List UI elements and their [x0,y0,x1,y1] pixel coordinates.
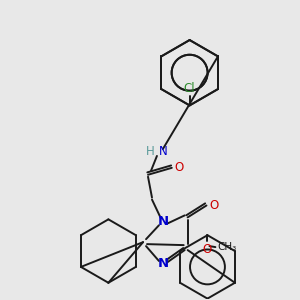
Text: N: N [157,215,168,228]
Text: O: O [209,199,219,212]
Text: CH₃: CH₃ [218,242,237,252]
Text: N: N [159,146,168,158]
Text: H: H [146,146,155,158]
Text: O: O [203,243,212,256]
Text: O: O [175,161,184,174]
Text: Cl: Cl [184,82,195,94]
Text: N: N [157,257,168,270]
